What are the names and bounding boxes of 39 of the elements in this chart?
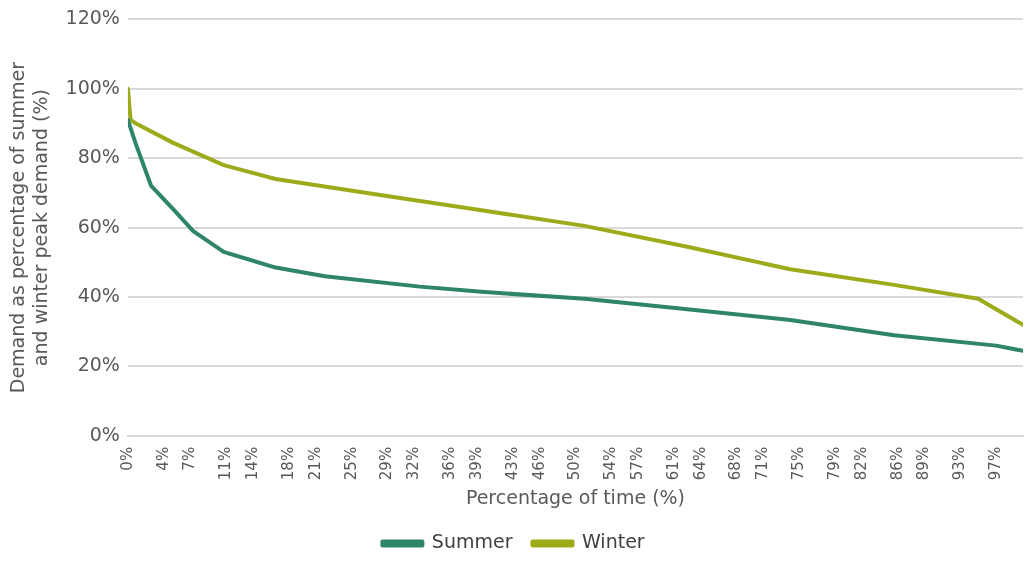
legend-label: Summer (431, 530, 513, 553)
y-tick-label: 100% (65, 75, 120, 98)
y-tick-label: 40% (77, 283, 120, 306)
x-tick-label: 79% (824, 446, 843, 481)
x-tick-label: 14% (243, 446, 262, 481)
x-tick-label: 71% (753, 446, 772, 481)
x-tick-label: 0% (117, 446, 136, 471)
x-tick-label: 36% (440, 446, 459, 481)
x-tick-label: 21% (305, 446, 324, 481)
x-tick-label: 39% (466, 446, 485, 481)
x-tick-label: 18% (278, 446, 297, 481)
x-tick-label: 46% (529, 446, 548, 481)
x-tick-label: 89% (914, 446, 933, 481)
x-tick-label: 7% (180, 446, 199, 471)
x-tick-label: 54% (601, 446, 620, 481)
x-tick-label: 4% (153, 446, 172, 471)
x-tick-label: 43% (502, 446, 521, 481)
x-tick-label: 57% (628, 446, 647, 481)
legend-label: Winter (581, 530, 645, 553)
x-tick-label: 82% (851, 446, 870, 481)
x-tick-label: 32% (404, 446, 423, 481)
x-tick-label: 25% (341, 446, 360, 481)
x-tick-label: 75% (789, 446, 808, 481)
y-axis-title: Demand as percentage of summer and winter peak demand (%) (6, 61, 52, 394)
x-tick-label: 50% (565, 446, 584, 481)
y-tick-label: 120% (65, 6, 120, 29)
y-tick-label: 80% (77, 145, 120, 168)
x-tick-label: 64% (690, 446, 709, 481)
x-tick-label: 61% (663, 446, 682, 481)
y-tick-label: 20% (77, 353, 120, 376)
x-axis-title: Percentage of time (%) (465, 485, 686, 508)
x-tick-label: 11% (216, 446, 235, 481)
y-tick-label: 60% (77, 214, 120, 237)
y-tick-label: 0% (89, 422, 120, 445)
x-tick-label: 86% (887, 446, 906, 481)
x-tick-label: 97% (986, 446, 1005, 481)
x-tick-label: 29% (377, 446, 396, 481)
x-tick-label: 93% (950, 446, 969, 481)
x-tick-label: 68% (726, 446, 745, 481)
